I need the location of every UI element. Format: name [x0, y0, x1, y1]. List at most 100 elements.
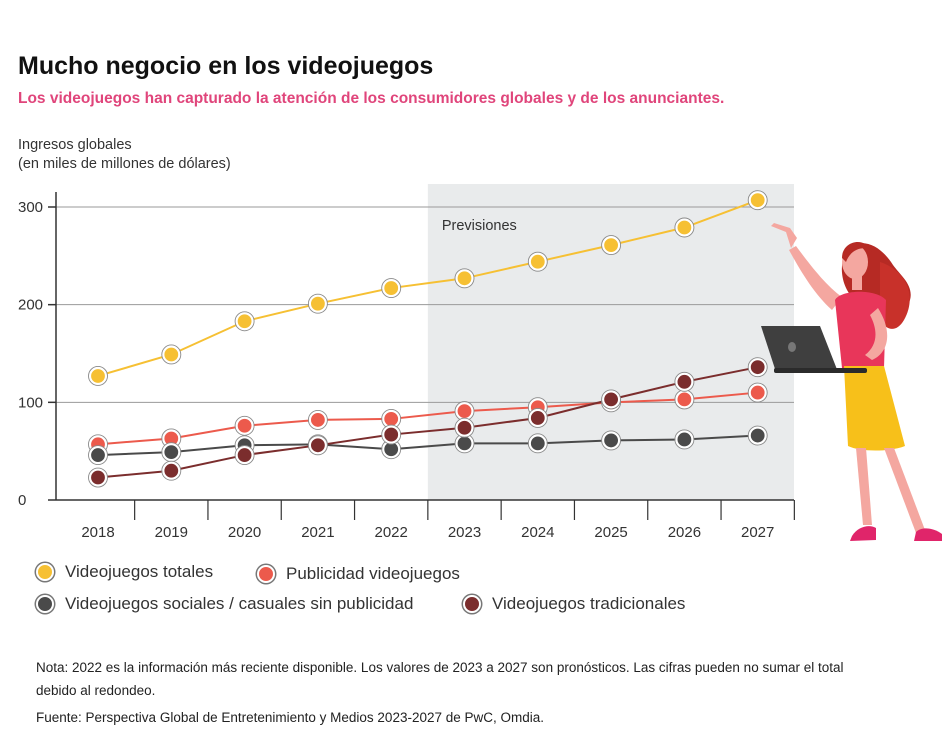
data-point [382, 409, 401, 429]
data-point [748, 358, 767, 377]
data-point [88, 366, 108, 386]
data-point-ring [674, 217, 695, 238]
chart-subtitle: Los videojuegos han capturado la atenció… [18, 90, 725, 107]
x-tick-label: 2026 [668, 524, 701, 541]
legend-label-ads: Publicidad videojuegos [286, 564, 460, 583]
woman-pointing-illustration [761, 223, 942, 541]
data-point-ring [307, 293, 328, 314]
data-point-ring [234, 311, 255, 332]
data-point-ring [381, 424, 402, 445]
data-point-ring [747, 190, 768, 211]
legend-label-social: Videojuegos sociales / casuales sin publ… [65, 594, 414, 613]
data-point [382, 425, 401, 444]
data-point-ring [234, 445, 255, 466]
y-axis-label: Ingresos globales (en miles de millones … [18, 136, 231, 174]
data-point [675, 430, 694, 449]
legend-item-ads: Publicidad videojuegos [257, 564, 460, 584]
data-point [748, 426, 767, 445]
data-point-ring [747, 382, 768, 403]
data-point [162, 345, 181, 364]
data-point-ring [747, 425, 768, 446]
y-tick-label: 100 [18, 394, 43, 411]
data-point-ring [747, 357, 768, 378]
data-point-ring [674, 371, 695, 392]
data-point-ring [454, 268, 475, 289]
data-point-ring [161, 344, 182, 365]
data-point [748, 383, 767, 402]
data-point-ring [674, 429, 695, 450]
y-tick-label: 0 [18, 492, 26, 509]
legend-marker-traditional [463, 595, 481, 613]
data-point-ring [527, 433, 548, 454]
data-point [455, 269, 474, 288]
forecast-label: Previsiones [442, 218, 517, 234]
data-point-ring [381, 278, 402, 299]
legend-label-traditional: Videojuegos tradicionales [492, 594, 686, 613]
x-tick-label: 2018 [81, 524, 114, 541]
data-point-ring [527, 251, 548, 272]
data-point-ring [88, 445, 108, 466]
data-point [235, 416, 254, 435]
data-point [308, 410, 327, 430]
data-point-ring [307, 435, 328, 456]
y-tick-label: 300 [18, 199, 43, 216]
y-axis-label-line1: Ingresos globales [18, 137, 132, 153]
data-point [675, 218, 694, 237]
series-line-videojuegos-totales [97, 199, 759, 377]
data-point [308, 294, 327, 313]
data-point [601, 431, 621, 450]
line-chart: Previsiones 0 100 200 300 2018 2019 2020 2021 20… [18, 184, 942, 541]
data-point [88, 445, 108, 465]
series-line-videojuegos-sociales-casuales-sin-publicidad [97, 434, 758, 457]
data-point-ring [527, 408, 548, 428]
x-tick-label: 2025 [594, 524, 627, 541]
data-point [455, 434, 474, 453]
data-point-ring [601, 430, 622, 451]
x-tick-label: 2019 [155, 524, 188, 541]
data-point-ring [88, 366, 108, 386]
x-tick-label: 2022 [375, 524, 408, 541]
data-point [528, 408, 547, 428]
data-point-ring [307, 409, 328, 430]
legend-item-social: Videojuegos sociales / casuales sin publ… [36, 594, 413, 614]
series-line-videojuegos-tradicionales [97, 366, 758, 479]
data-point [528, 434, 547, 453]
data-point [235, 312, 254, 331]
data-point [235, 445, 254, 465]
source-note: Fuente: Perspectiva Global de Entretenim… [36, 710, 545, 725]
legend-item-traditional: Videojuegos tradicionales [463, 594, 685, 614]
data-point [601, 235, 621, 255]
y-axis-label-line2: (en miles de millones de dólares) [18, 156, 231, 172]
data-point [382, 278, 401, 298]
data-point [528, 252, 547, 271]
data-point [162, 443, 181, 462]
series-line-publicidad-videojuegos [97, 391, 758, 446]
legend-marker-social [36, 595, 54, 613]
chart-title: Mucho negocio en los videojuegos [18, 52, 434, 80]
y-tick-label: 200 [18, 297, 43, 314]
x-tick-label: 2021 [301, 524, 334, 541]
data-point-ring [601, 389, 622, 410]
data-point [675, 390, 694, 409]
data-point [455, 418, 474, 437]
x-tick-label: 2024 [521, 524, 554, 541]
data-point [88, 468, 108, 487]
data-point [162, 461, 181, 480]
data-point [601, 390, 621, 409]
legend-marker-total [36, 563, 54, 581]
legend-item-total: Videojuegos totales [36, 562, 213, 582]
x-tick-label: 2027 [741, 524, 774, 541]
data-point-ring [161, 460, 182, 481]
legend-marker-ads [257, 565, 275, 583]
data-point-ring [88, 467, 108, 488]
data-point [748, 191, 767, 210]
x-tick-label: 2020 [228, 524, 261, 541]
x-tick-label: 2023 [448, 524, 481, 541]
data-point-ring [454, 417, 475, 438]
footnote: Nota: 2022 es la información más recient… [36, 660, 844, 698]
data-point [675, 372, 694, 391]
data-point-ring [234, 415, 255, 436]
data-point [455, 402, 474, 421]
data-point [308, 436, 327, 455]
legend-label-total: Videojuegos totales [65, 562, 214, 581]
